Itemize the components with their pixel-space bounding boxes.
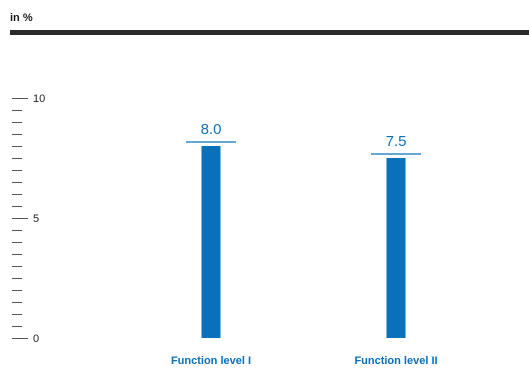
bar bbox=[201, 146, 221, 338]
y-axis: 0 5 10 bbox=[12, 93, 45, 345]
bars: 8.0 Function level I 7.5 Function level II bbox=[171, 121, 438, 367]
bar-value-label: 8.0 bbox=[201, 121, 222, 138]
bar bbox=[386, 158, 406, 338]
bar-value-label: 7.5 bbox=[386, 133, 407, 150]
y-tick-label: 5 bbox=[33, 213, 39, 225]
y-tick-label: 10 bbox=[33, 93, 45, 105]
y-tick-label: 0 bbox=[33, 333, 39, 345]
header-rule bbox=[10, 30, 529, 35]
category-label: Function level II bbox=[354, 355, 437, 367]
unit-label: in % bbox=[10, 12, 33, 24]
category-label: Function level I bbox=[171, 355, 251, 367]
